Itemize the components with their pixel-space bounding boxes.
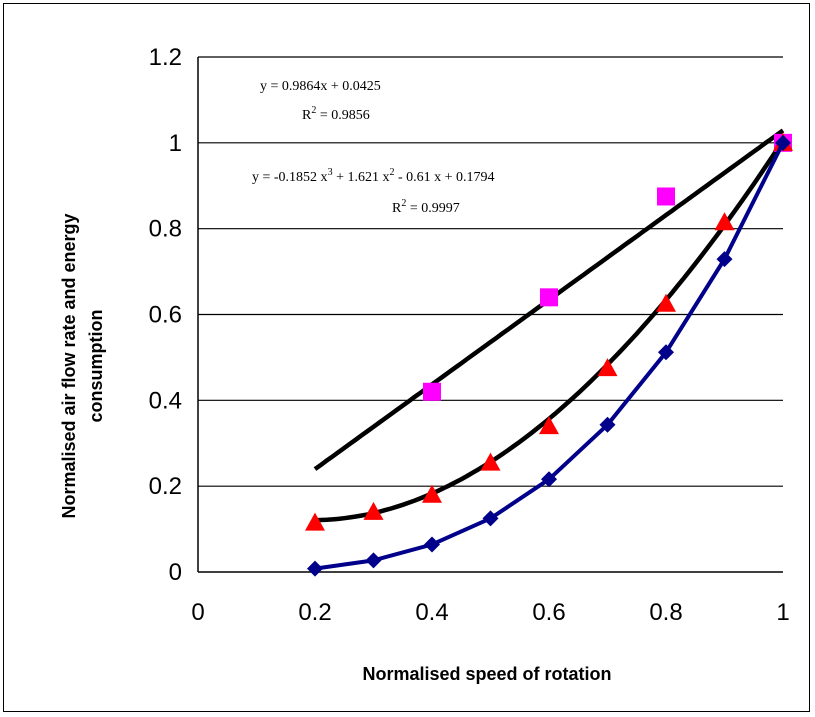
y-tick-label: 0.8: [149, 216, 182, 243]
data-point-triangle: [656, 293, 676, 312]
x-axis-title: Normalised speed of rotation: [362, 664, 611, 684]
data-point-square: [540, 288, 558, 307]
data-point-diamond: [424, 536, 440, 553]
data-point-square: [423, 382, 441, 401]
data-point-diamond: [775, 134, 791, 151]
linear-equation: y = 0.9864x + 0.0425: [260, 79, 381, 94]
y-axis-title-line-2: consumption: [86, 310, 106, 423]
data-point-triangle: [305, 512, 325, 531]
data-point-diamond: [307, 560, 323, 577]
x-tick-label: 0.4: [415, 599, 448, 626]
x-tick-label: 0.6: [532, 599, 565, 626]
data-point-diamond: [716, 251, 733, 268]
y-axis-title-line-1: Normalised air flow rate and energy: [59, 213, 79, 518]
data-points: [305, 132, 793, 577]
trendlines: [313, 128, 785, 523]
data-point-diamond: [658, 344, 674, 361]
y-tick-label: 0: [169, 559, 182, 586]
y-tick-label: 0.4: [149, 387, 182, 414]
series-line-2: [314, 141, 785, 571]
linear-r-squared: R2 = 0.9856: [302, 105, 370, 123]
x-tick-label: 0.2: [298, 599, 331, 626]
y-tick-label: 0.6: [149, 302, 182, 329]
x-tick-label: 0.8: [649, 599, 682, 626]
x-tick-label: 1: [776, 599, 789, 626]
data-point-triangle: [363, 501, 384, 520]
poly-equation: y = -0.1852 x3 + 1.621 x2 - 0.61 x + 0.1…: [252, 167, 495, 185]
data-point-diamond: [365, 552, 382, 569]
y-tick-label: 1: [169, 130, 182, 157]
data-point-triangle: [539, 416, 559, 435]
y-tick-label: 1.2: [149, 44, 182, 71]
trendline-poly3: [314, 139, 785, 523]
chart-frame: [3, 3, 810, 712]
data-point-diamond: [541, 471, 557, 488]
x-tick-labels: 0 0.2 0.4 0.6 0.8 1: [191, 599, 789, 626]
y-tick-labels: 0 0.2 0.4 0.6 0.8 1 1.2: [149, 44, 182, 586]
data-point-diamond: [482, 510, 499, 527]
data-point-triangle: [480, 452, 501, 471]
data-point-triangle: [714, 212, 735, 231]
data-point-square: [657, 187, 675, 206]
data-point-triangle: [422, 484, 442, 503]
data-point-diamond: [599, 416, 616, 433]
data-point-triangle: [597, 358, 618, 377]
gridlines: [198, 56, 783, 487]
poly-r-squared: R2 = 0.9997: [392, 198, 460, 216]
y-tick-label: 0.2: [149, 473, 182, 500]
x-tick-label: 0: [191, 599, 204, 626]
